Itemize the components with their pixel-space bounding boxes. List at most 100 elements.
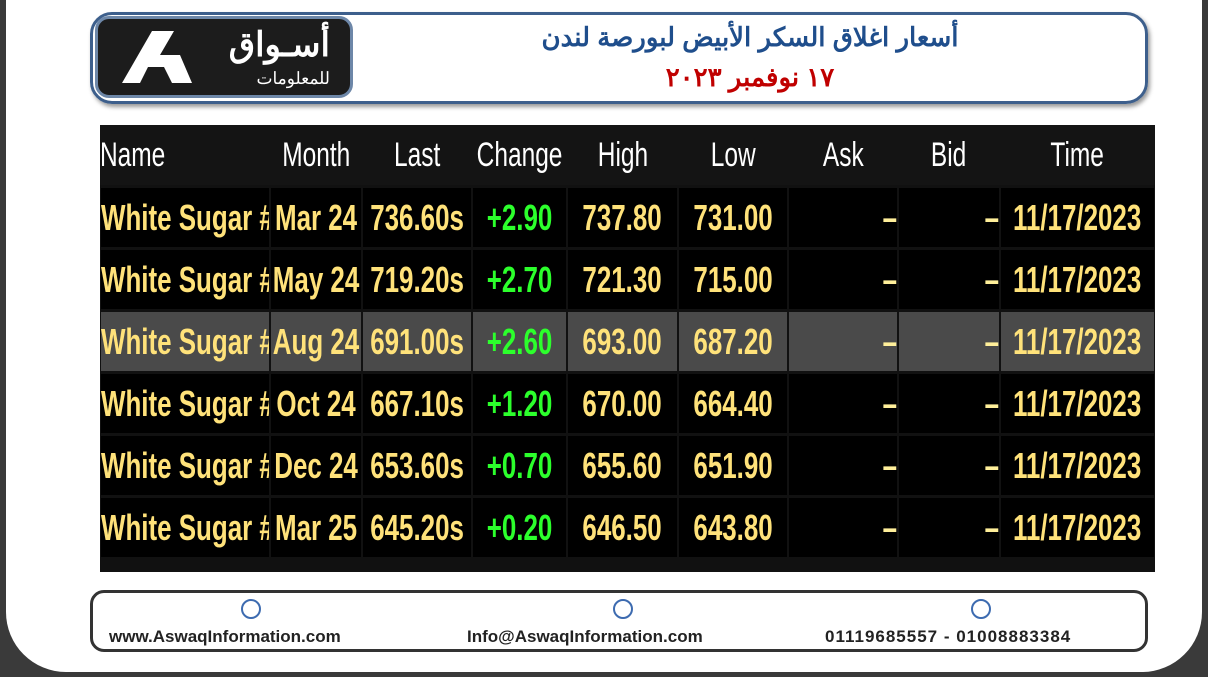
cell-text: 670.00 [582,382,663,424]
table-cell: – [899,436,999,495]
table-cell: White Sugar #5 [101,374,269,433]
table-cell: White Sugar #5 [101,250,269,309]
cell-text: May 24 [272,258,360,300]
table-cell: +2.70 [473,250,566,309]
cell-text: 721.30 [582,258,663,300]
cell-text: – [984,258,999,300]
table-cell: May 24 [271,250,361,309]
cell-text: 651.90 [693,444,773,486]
table-cell: 11/17/2023 [1001,188,1154,247]
table-cell: 721.30 [568,250,677,309]
cell-text: +1.20 [486,382,553,424]
header-box [90,12,1148,104]
cell-text: 737.80 [582,196,663,238]
cell-text: 11/17/2023 [1013,382,1142,424]
cell-text: Last [393,135,441,174]
cell-text: +0.70 [486,444,553,486]
cell-text: White Sugar #5 [101,320,269,362]
cell-text: High [597,135,648,174]
date: ١٧ نوفمبر ٢٠٢٣ [665,62,835,92]
cell-text: – [984,382,999,424]
cell-text: – [882,320,897,362]
cell-text: +2.60 [486,320,553,362]
table-cell: Mar 24 [271,188,361,247]
table-cell: White Sugar #5 [101,436,269,495]
cell-text: 11/17/2023 [1013,258,1142,300]
table-cell: 736.60s [363,188,471,247]
table: Name Month Last Change High Low Ask Bid Time Whit… [100,125,1155,572]
cell-text: – [984,444,999,486]
cell-text: 667.10s [370,382,464,424]
header-cell: Name [100,125,270,185]
table-cell: 719.20s [363,250,471,309]
cell-text: 736.60s [370,196,464,238]
header-cell: Bid [898,125,1000,185]
table-cell: White Sugar #5 [101,312,269,371]
web-icon [241,599,261,619]
table-cell: 691.00s [363,312,471,371]
cell-text: – [882,258,897,300]
cell-text: 664.40 [693,382,773,424]
cell-text: – [984,196,999,238]
table-cell: Mar 25 [271,498,361,557]
cell-text: White Sugar #5 [101,258,269,300]
table-cell: – [789,188,897,247]
table-cell: 653.60s [363,436,471,495]
cell-text: 11/17/2023 [1013,320,1142,362]
table-cell: 737.80 [568,188,677,247]
table-cell: – [789,312,897,371]
table-cell: Dec 24 [271,436,361,495]
table-cell: +2.60 [473,312,566,371]
table-cell: – [789,436,897,495]
cell-text: 655.60 [582,444,663,486]
cell-text: Bid [931,135,967,174]
cell-text: 731.00 [693,196,773,238]
cell-text: Name [100,135,166,174]
table-cell: +0.20 [473,498,566,557]
cell-text: White Sugar #5 [101,196,269,238]
cell-text: – [984,506,999,548]
title: أسعار اغلاق السكر الأبيض لبورصة لندن [541,22,959,52]
cell-text: – [984,320,999,362]
cell-text: 643.80 [693,506,773,548]
header-cell: Ask [788,125,898,185]
table-cell: White Sugar #5 [101,498,269,557]
header-cell: Change [472,125,567,185]
table-cell: – [789,250,897,309]
table-cell: 687.20 [679,312,787,371]
cell-text: 687.20 [693,320,773,362]
table-cell: 651.90 [679,436,787,495]
table-cell: 643.80 [679,498,787,557]
website: www.AswaqInformation.com [109,627,341,646]
cell-text: 653.60s [370,444,464,486]
table-cell: White Sugar #5 [101,188,269,247]
cell-text: +0.20 [486,506,553,548]
logo-main: أسـواق [228,26,330,64]
cell-text: – [882,382,897,424]
header-cell: Month [270,125,362,185]
cell-text: 11/17/2023 [1013,506,1142,548]
phone-icon [971,599,991,619]
table-cell: 715.00 [679,250,787,309]
header-cell: Time [1000,125,1155,185]
cell-text: 691.00s [370,320,464,362]
table-cell: – [899,188,999,247]
cell-text: 715.00 [693,258,773,300]
mail-icon [613,599,633,619]
cell-text: Low [710,135,756,174]
cell-text: – [882,196,897,238]
table-cell: 646.50 [568,498,677,557]
cell-text: White Sugar #5 [101,444,269,486]
cell-text: Time [1050,135,1105,174]
cell-text: White Sugar #5 [101,382,269,424]
phones: 01119685557 - 01008883384 [825,627,1072,646]
email: Info@AswaqInformation.com [467,627,703,646]
cell-text: – [882,444,897,486]
header-cell: Last [362,125,472,185]
table-cell: 11/17/2023 [1001,498,1154,557]
table-cell: – [899,498,999,557]
table-cell: – [899,374,999,433]
table-cell: 731.00 [679,188,787,247]
table-cell: – [899,250,999,309]
